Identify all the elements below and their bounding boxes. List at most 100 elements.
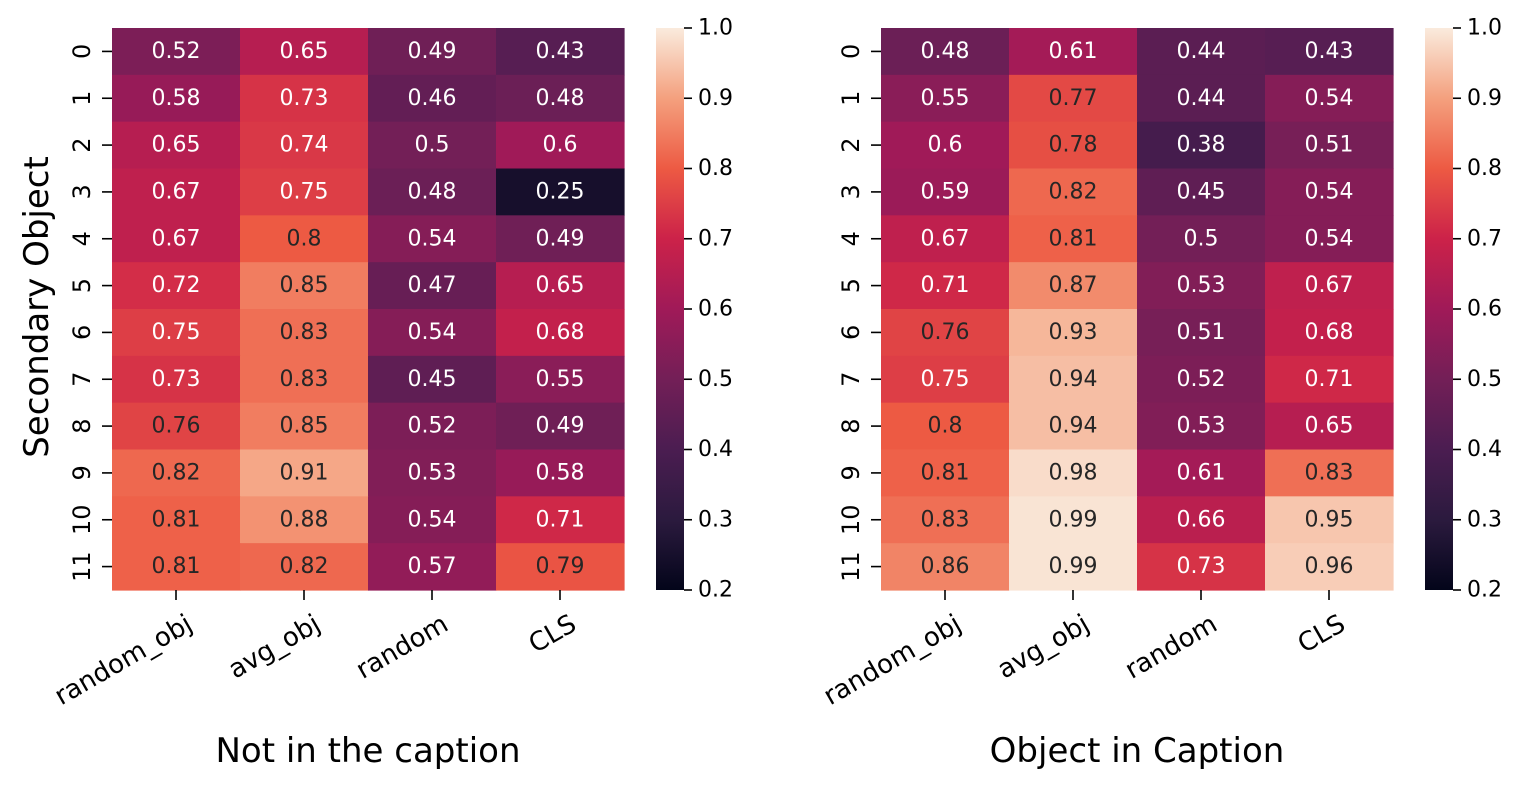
row-tick-label: 7 — [837, 372, 865, 387]
cell-value-label: 0.65 — [152, 133, 201, 158]
cell-value-label: 0.61 — [1049, 39, 1098, 64]
heatmap-cell — [1009, 28, 1138, 76]
heatmap-cell — [112, 121, 241, 170]
heatmap-cell — [496, 355, 625, 404]
cell-value-label: 0.38 — [1177, 133, 1226, 158]
colorbar-gradient — [656, 28, 684, 590]
colorbar: 1.0 0.9 0.8 0.7 0.6 0.5 0.4 0.3 0.2 — [1425, 16, 1502, 603]
row-tick-label: 8 — [68, 418, 96, 433]
heatmap-cell — [1009, 262, 1138, 310]
row-tick-label: 10 — [837, 504, 865, 535]
cell-value-label: 0.75 — [152, 320, 201, 345]
heatmap-cell — [1137, 402, 1266, 451]
cell-value-label: 0.77 — [1049, 86, 1098, 111]
heatmap-cell — [1265, 309, 1394, 357]
cell-value-label: 0.82 — [1049, 179, 1098, 204]
row-tick-label: 2 — [68, 137, 96, 152]
heatmap-cell — [496, 28, 625, 76]
heatmap-cell — [1137, 543, 1266, 591]
heatmap-cell — [240, 402, 369, 451]
heatmap-cell — [368, 355, 497, 404]
heatmap-cell — [1137, 28, 1266, 76]
cell-value-label: 0.81 — [152, 507, 201, 532]
row-tick-label: 9 — [837, 465, 865, 480]
heatmap-cell — [240, 309, 369, 357]
column-tick-label: CLS — [1293, 609, 1351, 660]
cell-value-label: 0.44 — [1177, 86, 1226, 111]
heatmap-cell — [112, 262, 241, 310]
colorbar-tick-labels: 1.0 0.9 0.8 0.7 0.6 0.5 0.4 0.3 0.2 — [1453, 16, 1502, 603]
colorbar-tick-label: 0.2 — [1467, 578, 1502, 603]
cell-value-label: 0.51 — [1177, 320, 1226, 345]
cell-value-label: 0.79 — [536, 554, 585, 579]
cell-value-label: 0.54 — [408, 320, 457, 345]
cell-value-label: 0.82 — [152, 460, 201, 485]
colorbar-tick-label: 0.9 — [1467, 86, 1502, 111]
heatmap-cell — [496, 496, 625, 544]
colorbar-tick-label: 0.3 — [1467, 507, 1502, 532]
heatmap-cell — [1009, 121, 1138, 170]
cell-value-label: 0.8 — [287, 226, 322, 251]
heatmap-cell — [1137, 355, 1266, 404]
heatmap-cell — [1137, 262, 1266, 310]
heatmap-cell — [112, 28, 241, 76]
cell-value-label: 0.99 — [1049, 507, 1098, 532]
cell-value-label: 0.25 — [536, 179, 585, 204]
heatmap-cell — [240, 496, 369, 544]
column-tick-label: random_obj — [819, 609, 967, 712]
heatmap-cell — [112, 168, 241, 216]
cell-value-label: 0.71 — [1305, 367, 1354, 392]
colorbar-tick-label: 0.9 — [698, 86, 733, 111]
heatmap-cell — [881, 402, 1010, 451]
row-tick-label: 4 — [68, 231, 96, 246]
column-tick-label: random_obj — [50, 609, 198, 712]
heatmap-cell — [1009, 543, 1138, 591]
cell-value-label: 0.91 — [280, 460, 329, 485]
cell-value-label: 0.43 — [1305, 39, 1354, 64]
row-tick-label: 6 — [68, 325, 96, 340]
heatmap-cell — [368, 449, 497, 497]
heatmap-cell — [881, 28, 1010, 76]
row-tick-label: 2 — [837, 137, 865, 152]
cell-value-label: 0.98 — [1049, 460, 1098, 485]
heatmap-cell — [368, 28, 497, 76]
cell-value-label: 0.59 — [921, 179, 970, 204]
heatmap-cell — [112, 74, 241, 123]
heatmap-cell — [1137, 215, 1266, 263]
heatmap-cell — [1009, 449, 1138, 497]
heatmap-cell — [368, 496, 497, 544]
cell-value-label: 0.67 — [152, 226, 201, 251]
heatmap-cell — [496, 402, 625, 451]
cell-value-label: 0.52 — [1177, 367, 1226, 392]
colorbar-tick-label: 0.5 — [1467, 367, 1502, 392]
row-tick-label: 1 — [837, 91, 865, 106]
cell-value-label: 0.68 — [536, 320, 585, 345]
heatmap-cell — [240, 168, 369, 216]
cell-value-label: 0.72 — [152, 273, 201, 298]
colorbar-tick-label: 0.2 — [698, 578, 733, 603]
cell-value-label: 0.54 — [1305, 179, 1354, 204]
cell-value-label: 0.53 — [408, 460, 457, 485]
x-axis-title: Not in the caption — [215, 731, 520, 771]
heatmap-cell — [881, 449, 1010, 497]
heatmap-cell — [1137, 496, 1266, 544]
cell-value-label: 0.83 — [280, 367, 329, 392]
cell-value-label: 0.75 — [280, 179, 329, 204]
heatmap-cell — [240, 28, 369, 76]
heatmap-cell — [368, 309, 497, 357]
heatmap-cell — [240, 215, 369, 263]
heatmap-cell — [368, 121, 497, 170]
column-tick-label: random — [351, 609, 453, 685]
row-tick-label: 4 — [837, 231, 865, 246]
heatmap-cell — [881, 74, 1010, 123]
cell-value-label: 0.86 — [921, 554, 970, 579]
heatmap-cell — [112, 543, 241, 591]
cell-value-label: 0.93 — [1049, 320, 1098, 345]
cell-value-label: 0.76 — [921, 320, 970, 345]
column-tick-label: random — [1120, 609, 1222, 685]
cell-value-label: 0.82 — [280, 554, 329, 579]
colorbar-tick-label: 0.4 — [698, 437, 733, 462]
cell-value-label: 0.65 — [280, 39, 329, 64]
cell-value-label: 0.66 — [1177, 507, 1226, 532]
y-axis-title: Secondary Object — [17, 156, 57, 458]
